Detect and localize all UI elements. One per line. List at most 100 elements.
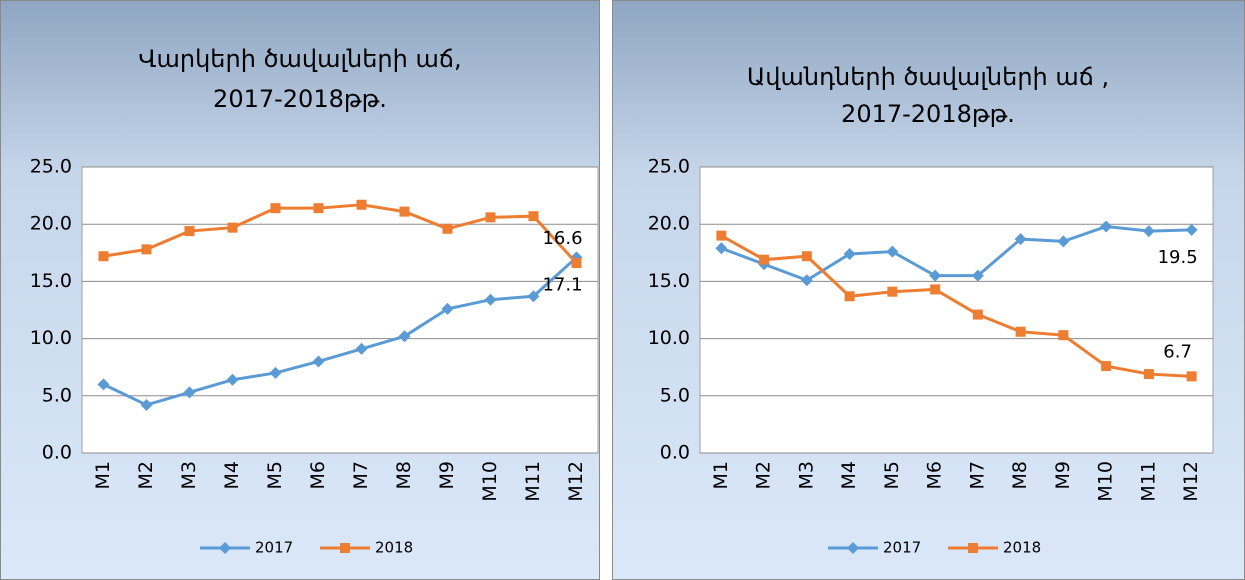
y-tick-label: 20.0	[648, 213, 690, 235]
marker	[227, 222, 238, 233]
x-tick-label: M3	[795, 461, 817, 489]
x-tick-label: M9	[1052, 461, 1074, 489]
marker	[759, 254, 770, 265]
chart-title: Ավանդների ծավալների աճ ,	[747, 63, 1109, 91]
marker	[801, 251, 812, 262]
marker	[184, 226, 195, 237]
marker	[356, 199, 367, 210]
marker	[1185, 223, 1198, 236]
plot-area	[81, 166, 599, 454]
legend-marker	[219, 542, 231, 554]
marker	[269, 366, 282, 379]
marker	[887, 286, 898, 297]
marker	[441, 302, 454, 315]
legend-label: 2018	[1003, 539, 1041, 557]
line	[102, 256, 578, 407]
x-tick-label: M8	[1009, 461, 1031, 489]
marker	[355, 342, 368, 355]
x-tick-label: M10	[479, 461, 501, 502]
legend-marker	[968, 543, 978, 553]
marker	[98, 251, 109, 262]
x-tick-label: M5	[881, 461, 903, 489]
marker	[442, 223, 453, 234]
x-tick-label: M2	[135, 461, 157, 489]
y-tick-label: 0.0	[42, 442, 72, 464]
y-tick-label: 15.0	[648, 270, 690, 292]
marker	[886, 245, 899, 258]
chart-title: 2017-2018թթ.	[841, 100, 1015, 128]
marker	[270, 203, 281, 214]
marker	[1057, 235, 1070, 248]
legend-label: 2017	[883, 539, 921, 557]
x-tick-label: M6	[307, 461, 329, 489]
marker	[1015, 326, 1026, 337]
marker	[313, 203, 324, 214]
x-tick-label: M7	[350, 461, 372, 489]
plot-area	[699, 166, 1214, 454]
data-label: 16.6	[542, 228, 582, 249]
marker	[1101, 361, 1112, 372]
marker	[930, 284, 941, 295]
legend-label: 2018	[375, 539, 413, 557]
marker	[929, 269, 942, 282]
x-tick-label: M7	[966, 461, 988, 489]
x-tick-label: M11	[1137, 461, 1159, 502]
y-tick-label: 5.0	[42, 384, 72, 406]
x-tick-label: M4	[838, 461, 860, 489]
x-tick-label: M1	[710, 461, 732, 489]
x-tick-label: M4	[221, 461, 243, 489]
data-label: 6.7	[1163, 341, 1192, 362]
data-label: 19.5	[1158, 247, 1198, 268]
line	[103, 203, 578, 265]
y-tick-label: 10.0	[30, 327, 72, 349]
marker	[571, 258, 582, 269]
x-tick-label: M1	[92, 461, 114, 489]
marker	[1014, 233, 1027, 246]
marker	[398, 330, 411, 343]
x-tick-label: M5	[264, 461, 286, 489]
legend-marker	[340, 543, 350, 553]
legend-marker	[847, 542, 859, 554]
x-tick-label: M3	[178, 461, 200, 489]
marker	[1142, 225, 1155, 238]
y-tick-label: 0.0	[660, 442, 690, 464]
x-tick-label: M6	[924, 461, 946, 489]
marker	[844, 291, 855, 302]
marker	[527, 290, 540, 303]
marker	[843, 247, 856, 260]
x-tick-label: M12	[1180, 461, 1202, 502]
marker	[312, 355, 325, 368]
marker	[141, 244, 152, 255]
marker	[1100, 220, 1113, 233]
marker	[716, 230, 727, 241]
y-tick-label: 15.0	[30, 270, 72, 292]
x-tick-label: M10	[1095, 461, 1117, 502]
marker	[1143, 369, 1154, 380]
x-tick-label: M2	[753, 461, 775, 489]
y-tick-label: 25.0	[648, 156, 690, 178]
marker	[140, 398, 153, 411]
marker	[484, 293, 497, 306]
marker	[1186, 371, 1197, 382]
marker	[715, 242, 728, 255]
y-tick-label: 5.0	[660, 384, 690, 406]
x-tick-label: M11	[522, 461, 544, 502]
marker	[972, 309, 983, 320]
data-label: 17.1	[542, 274, 582, 295]
marker	[485, 212, 496, 223]
marker	[183, 386, 196, 399]
chart-title: 2017-2018թթ.	[213, 85, 387, 113]
marker	[1058, 330, 1069, 341]
marker	[800, 274, 813, 287]
marker	[971, 269, 984, 282]
line	[720, 224, 1192, 282]
y-tick-label: 10.0	[648, 327, 690, 349]
marker	[528, 211, 539, 222]
line	[720, 234, 1192, 378]
chart-title: Վարկերի ծավալների աճ,	[138, 45, 461, 73]
marker	[97, 378, 110, 391]
x-tick-label: M9	[436, 461, 458, 489]
y-tick-label: 25.0	[30, 156, 72, 178]
x-tick-label: M12	[565, 461, 587, 502]
